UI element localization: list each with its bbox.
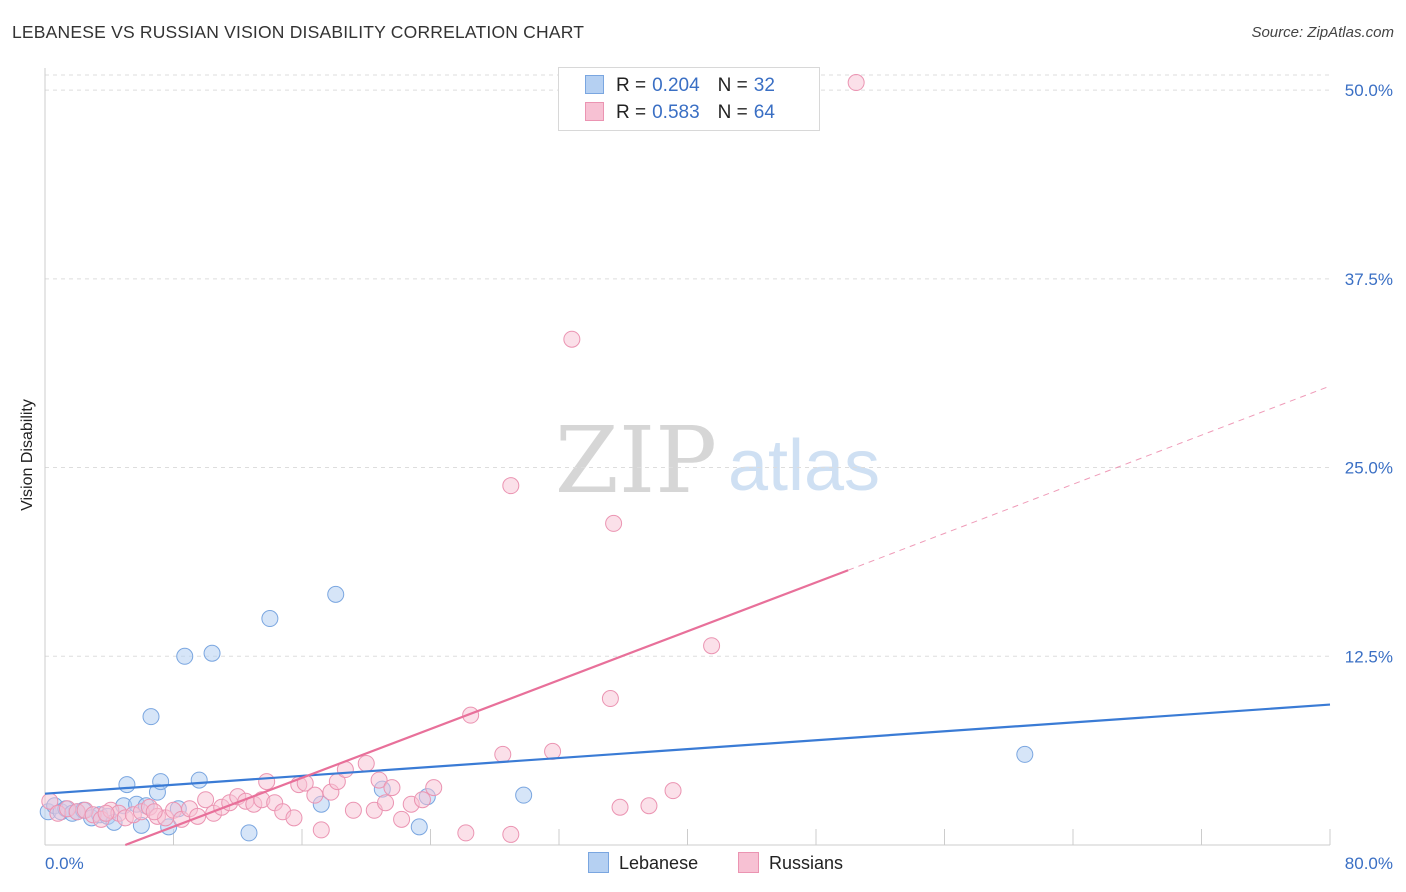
lebanese-point — [203, 644, 221, 662]
russians-trend-line — [124, 569, 849, 847]
russians-point — [425, 779, 443, 797]
r-value-lebanese: 0.204 — [652, 75, 700, 96]
russians-point — [502, 477, 520, 495]
grid-lines — [45, 74, 1330, 657]
russians-point — [258, 773, 276, 791]
x-tick-label-max: 80.0% — [1345, 854, 1393, 873]
russians-point — [494, 745, 512, 763]
russians-point — [377, 794, 395, 812]
russians-legend-swatch — [738, 852, 759, 873]
n-label: N = — [717, 75, 748, 96]
legend-row-russians: R = 0.583 N = 64 — [585, 102, 775, 126]
lebanese-point — [176, 647, 194, 665]
russians-point — [601, 690, 619, 708]
bottom-legend-russians[interactable]: Russians — [738, 852, 843, 874]
y-tick-label: 25.0% — [1345, 459, 1393, 478]
russians-point — [370, 771, 388, 789]
russians-point — [344, 801, 362, 819]
russians-point — [306, 786, 324, 804]
russians-point — [383, 779, 401, 797]
tick-labels: 12.5% 25.0% 37.5% 50.0% 0.0% 80.0% — [45, 81, 1393, 873]
lebanese-point — [240, 824, 258, 842]
y-tick-label: 37.5% — [1345, 270, 1393, 289]
n-label: N = — [717, 102, 748, 123]
russians-point — [285, 809, 303, 827]
russians-point — [357, 754, 375, 772]
watermark-zip: ZIP — [555, 407, 717, 514]
russians-legend-label: Russians — [769, 853, 844, 873]
russians-point — [611, 798, 629, 816]
r-value-russians: 0.583 — [652, 102, 700, 123]
y-tick-label: 50.0% — [1345, 81, 1393, 100]
lebanese-point — [261, 610, 279, 628]
n-value-lebanese: 32 — [753, 75, 775, 96]
lebanese-swatch — [585, 75, 604, 94]
russians-point — [197, 791, 215, 809]
russians-point — [413, 791, 431, 809]
lebanese-point — [142, 708, 160, 726]
watermark: ZIP atlas — [555, 407, 880, 514]
lebanese-point — [1016, 745, 1034, 763]
lebanese-point — [118, 776, 136, 794]
russians-point — [312, 821, 330, 839]
russians-point — [847, 74, 865, 92]
lebanese-point — [410, 818, 428, 836]
russians-point — [457, 824, 475, 842]
russians-point — [664, 782, 682, 800]
n-value-russians: 64 — [753, 102, 775, 123]
lebanese-point — [190, 771, 208, 789]
russians-point — [145, 803, 163, 821]
correlation-legend: R = 0.204 N = 32 R = 0.583 N = 64 — [558, 67, 820, 131]
russians-point — [393, 810, 411, 828]
lebanese-point — [327, 585, 345, 603]
legend-row-lebanese: R = 0.204 N = 32 — [585, 75, 775, 99]
r-label: R = — [616, 75, 647, 96]
lebanese-trend-line — [44, 703, 1331, 795]
russians-point — [189, 807, 207, 825]
russians-swatch — [585, 102, 604, 121]
russians-point — [640, 797, 658, 815]
axes — [44, 68, 1331, 846]
y-tick-label: 12.5% — [1345, 647, 1393, 666]
chart-title: LEBANESE VS RUSSIAN VISION DISABILITY CO… — [12, 22, 585, 42]
russians-point — [97, 804, 115, 822]
bottom-legend-lebanese[interactable]: Lebanese — [588, 852, 698, 874]
trend-lines — [44, 385, 1331, 847]
r-label: R = — [616, 102, 647, 123]
russians-point — [605, 514, 623, 532]
russians-trend-extension — [847, 385, 1331, 571]
russians-point — [703, 637, 721, 655]
lebanese-legend-swatch — [588, 852, 609, 873]
watermark-atlas: atlas — [728, 426, 880, 506]
russians-point — [563, 330, 581, 348]
lebanese-legend-label: Lebanese — [619, 853, 699, 873]
lebanese-point — [152, 773, 170, 791]
lebanese-point — [515, 786, 533, 804]
source-label: Source: ZipAtlas.com — [1251, 24, 1394, 41]
russians-point — [502, 825, 520, 843]
x-tick-label-min: 0.0% — [45, 854, 84, 873]
